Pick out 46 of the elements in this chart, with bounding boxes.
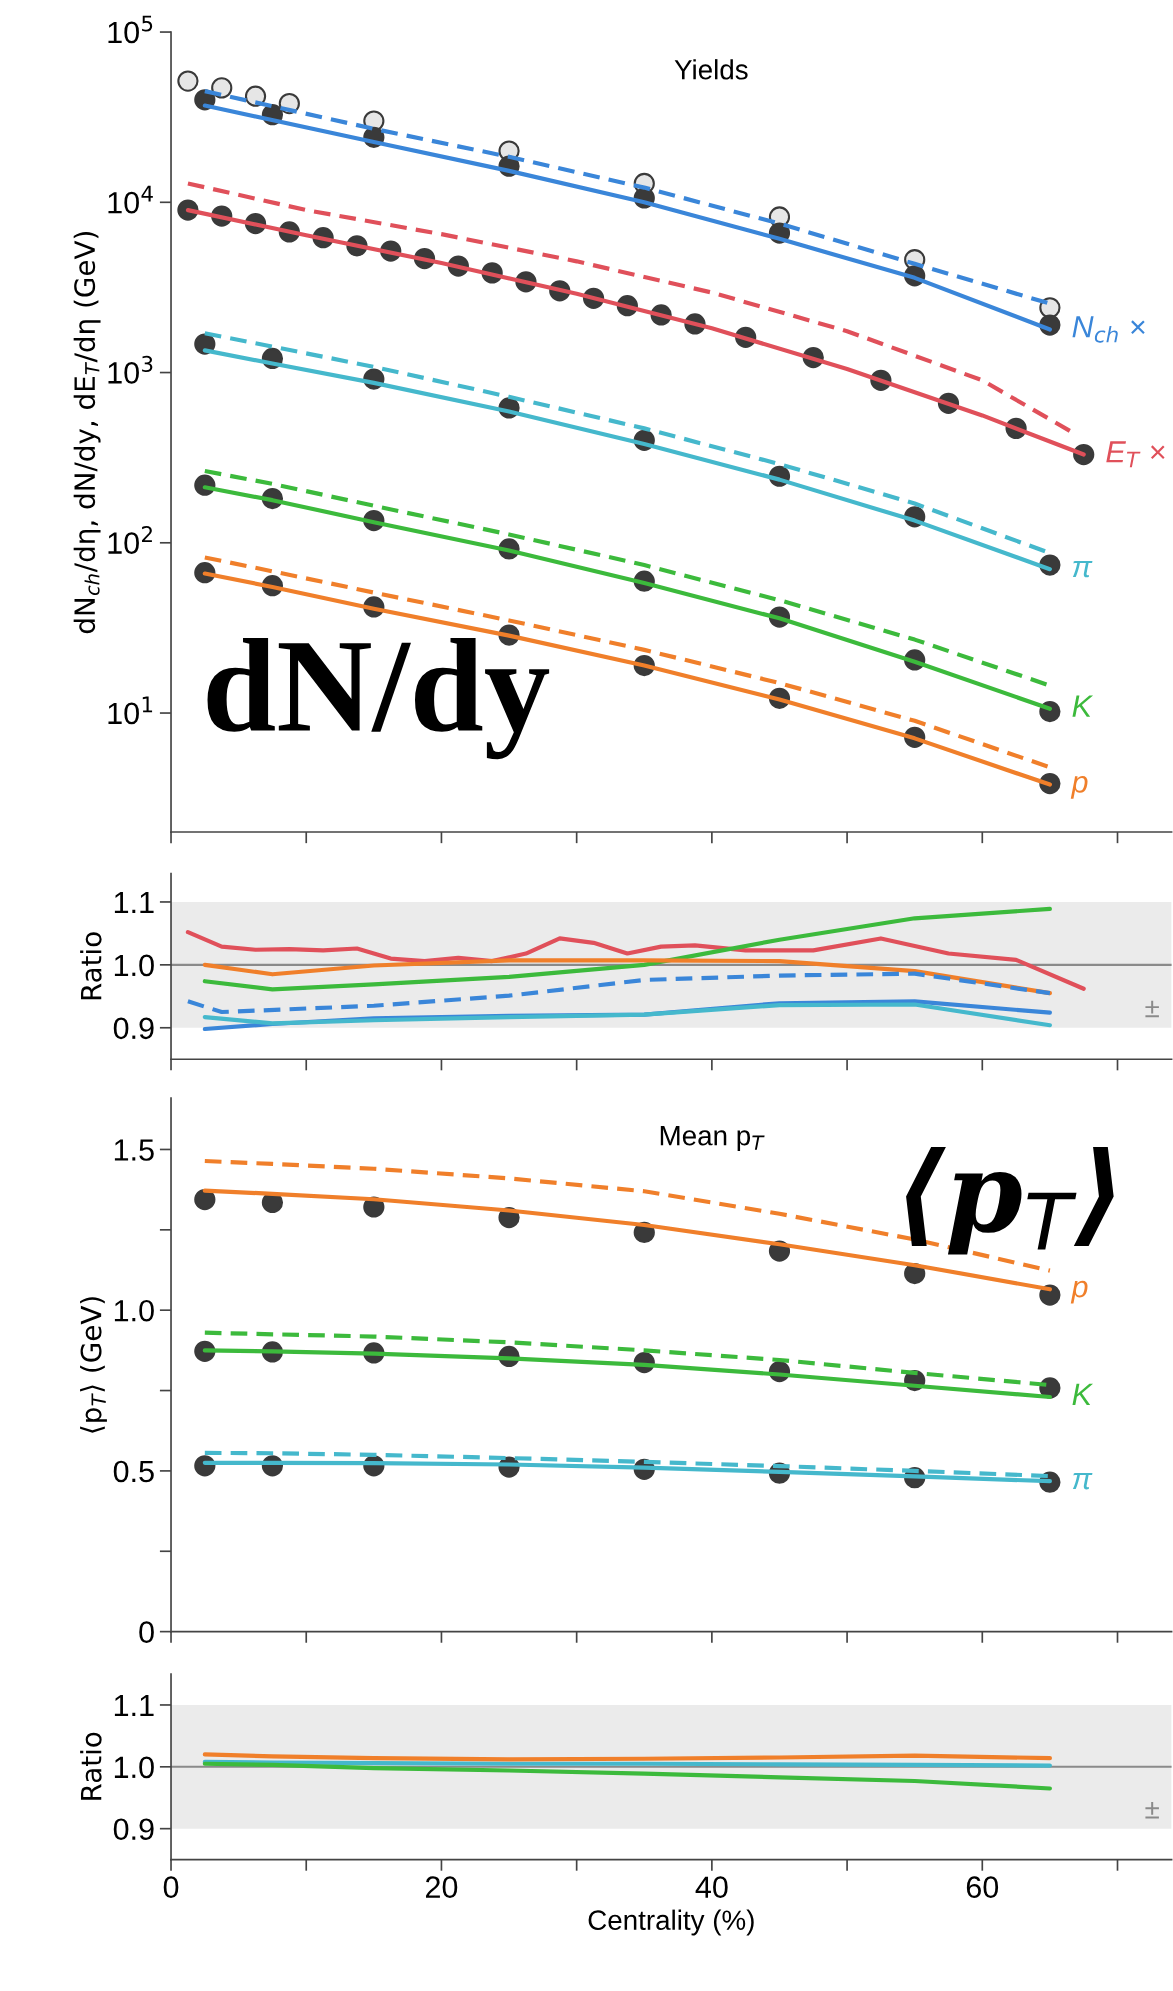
y-tick-label: 1.0 (114, 1299, 154, 1322)
line-series (202, 906, 1052, 992)
text: Yields (674, 59, 748, 80)
y-tick-label: 10$^{5}$ (108, 15, 153, 44)
annotation: ± (1145, 1000, 1159, 1018)
series-label: p (1070, 1280, 1088, 1304)
line-series (202, 958, 1052, 996)
y-axis-title: dN$_{ch}$/dη, dN/dy, dE$_{T}$/dη (GeV) (73, 232, 101, 634)
x-tick-label: 40 (695, 1876, 728, 1899)
y-tick-label: 10$^{3}$ (108, 355, 153, 384)
y-tick-label: 0 (139, 1621, 154, 1643)
line-series (202, 1761, 1052, 1791)
y-tick-label: 0.9 (113, 1017, 154, 1040)
y-axis-title: Ratio (80, 932, 102, 1000)
y-tick-label: 1.1 (114, 1695, 154, 1717)
y-tick-label: 0.9 (113, 1818, 154, 1841)
y-axis-title: ⟨p$_{T}$⟩ (GeV) (80, 1297, 107, 1433)
series-label: π (1072, 560, 1093, 578)
annotation: ± (1145, 1802, 1159, 1819)
x-tick-label: 0 (163, 1876, 179, 1899)
x-tick-label: 20 (425, 1876, 458, 1899)
x-axis-title: Centrality (%) (588, 1909, 754, 1936)
series-label: π (1072, 1472, 1093, 1490)
y-tick-label: 10$^{4}$ (108, 185, 153, 214)
line-series (185, 971, 1052, 1015)
series-label: K (1072, 1383, 1094, 1405)
annotation: ⟨p$_{T}$⟩ (906, 1146, 1114, 1255)
y-axis-title: Ratio (80, 1732, 102, 1800)
y-tick-label: 1.5 (114, 1139, 154, 1161)
y-tick-label: 1.1 (114, 892, 154, 914)
x-tick-label: 60 (966, 1876, 999, 1899)
y-tick-label: 10$^{2}$ (108, 526, 152, 554)
y-tick-label: 10$^{1}$ (108, 696, 153, 725)
series-label: E$_{T}$ × (1106, 441, 1165, 468)
y-tick-label: 1.0 (114, 1756, 154, 1779)
series-label: K (1072, 695, 1094, 717)
point (194, 1189, 216, 1211)
point (244, 85, 267, 107)
series-label: N$_{ch}$ × (1072, 316, 1145, 343)
y-tick-label: 1.0 (114, 954, 154, 977)
line-series (185, 930, 1086, 991)
series-label: p (1070, 776, 1088, 799)
point (177, 70, 199, 92)
annotation: dN/dy (207, 637, 550, 760)
y-tick-label: 0.5 (113, 1460, 154, 1483)
text: Mean p$_{T}$ (660, 1126, 765, 1151)
